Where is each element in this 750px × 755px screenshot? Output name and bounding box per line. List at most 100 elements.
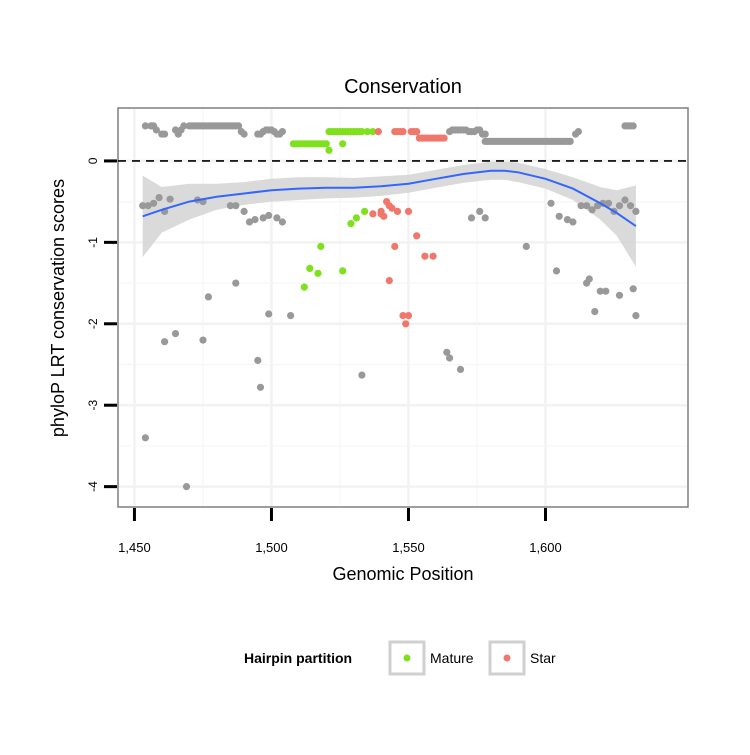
other-point — [569, 218, 577, 226]
mature-point — [317, 242, 325, 250]
y-axis-label: phyloP LRT conservation scores — [48, 179, 68, 437]
other-point — [563, 216, 572, 224]
other-point — [555, 212, 563, 220]
star-point — [385, 277, 393, 285]
other-point — [615, 202, 624, 210]
other-point — [615, 291, 624, 299]
star-point — [404, 207, 413, 215]
other-point — [240, 130, 248, 138]
mature-point — [352, 214, 360, 222]
chart-title: Conservation — [344, 76, 462, 98]
other-point — [467, 214, 476, 222]
other-point — [583, 202, 591, 210]
x-axis-label: Genomic Position — [332, 564, 473, 584]
other-point — [522, 242, 530, 250]
legend-key-star-dot — [503, 654, 511, 662]
star-point — [404, 312, 413, 320]
other-point — [602, 287, 610, 295]
star-point — [413, 128, 421, 136]
x-tick-label: 1,550 — [392, 540, 425, 555]
legend: Hairpin partition Mature Star — [244, 640, 556, 676]
other-point — [629, 285, 637, 293]
other-point — [626, 202, 635, 210]
x-tick-label: 1,500 — [255, 540, 288, 555]
star-point — [377, 207, 385, 215]
other-point — [629, 122, 637, 130]
other-point — [596, 287, 604, 295]
x-tick-label: 1,450 — [118, 540, 151, 555]
other-point — [171, 330, 180, 338]
other-point — [456, 365, 465, 373]
mature-point — [361, 207, 369, 215]
other-point — [278, 218, 286, 226]
smooth-band-layer — [142, 161, 636, 267]
other-point — [574, 128, 583, 136]
other-point — [443, 348, 451, 356]
other-point — [204, 293, 212, 301]
mature-point — [322, 140, 330, 148]
other-point — [481, 214, 489, 222]
mature-point — [325, 146, 333, 154]
x-tick-label: 1,600 — [529, 540, 562, 555]
other-point — [226, 202, 234, 210]
mature-point — [300, 283, 308, 291]
other-point — [632, 312, 640, 320]
y-tick-label: 0 — [86, 157, 100, 164]
other-point — [287, 312, 295, 320]
axes-layer: 1,450 1,500 1,550 1,600 0 -1 -2 -3 -4 — [86, 157, 562, 555]
smooth-confidence-band — [142, 161, 636, 267]
legend-key-mature: Mature — [388, 640, 474, 676]
other-point — [273, 214, 281, 222]
other-point — [139, 202, 147, 210]
points-layer — [139, 122, 640, 491]
mature-point — [347, 220, 355, 228]
mature-point — [306, 264, 314, 272]
other-point — [161, 338, 169, 346]
legend-label-star: Star — [530, 650, 556, 666]
star-point — [374, 128, 382, 136]
star-point — [440, 134, 448, 142]
other-point — [251, 216, 259, 224]
other-point — [585, 275, 593, 283]
other-point — [199, 336, 207, 344]
other-point — [577, 202, 585, 210]
legend-key-mature-dot — [403, 654, 411, 662]
star-point — [391, 242, 399, 250]
other-point — [256, 383, 265, 391]
other-point — [358, 371, 366, 379]
other-point — [552, 267, 561, 275]
star-point — [388, 204, 396, 212]
other-point — [141, 122, 149, 130]
smooth-fit-line — [142, 169, 637, 227]
y-tick-label: -1 — [86, 237, 100, 248]
legend-label-mature: Mature — [430, 650, 474, 666]
other-point — [604, 199, 613, 207]
other-point — [591, 308, 599, 316]
star-point — [399, 128, 407, 136]
other-point — [446, 354, 454, 362]
y-tick-label: -3 — [86, 400, 100, 411]
other-point — [547, 199, 555, 207]
other-point — [155, 194, 163, 202]
other-point — [588, 206, 596, 214]
other-point — [161, 130, 169, 138]
other-point — [232, 279, 240, 287]
star-point — [393, 207, 402, 215]
legend-title: Hairpin partition — [244, 650, 352, 666]
other-point — [476, 207, 484, 215]
other-point — [182, 483, 191, 491]
other-point — [566, 137, 574, 145]
other-point — [232, 202, 240, 210]
other-point — [245, 218, 254, 226]
other-point — [259, 214, 267, 222]
other-point — [144, 202, 152, 210]
plot-panel — [117, 107, 689, 508]
star-point — [369, 210, 377, 218]
star-point — [421, 252, 429, 260]
other-point — [166, 195, 174, 203]
mature-point — [369, 128, 377, 136]
star-point — [429, 252, 437, 260]
other-point — [254, 356, 262, 364]
mature-point — [358, 128, 366, 136]
